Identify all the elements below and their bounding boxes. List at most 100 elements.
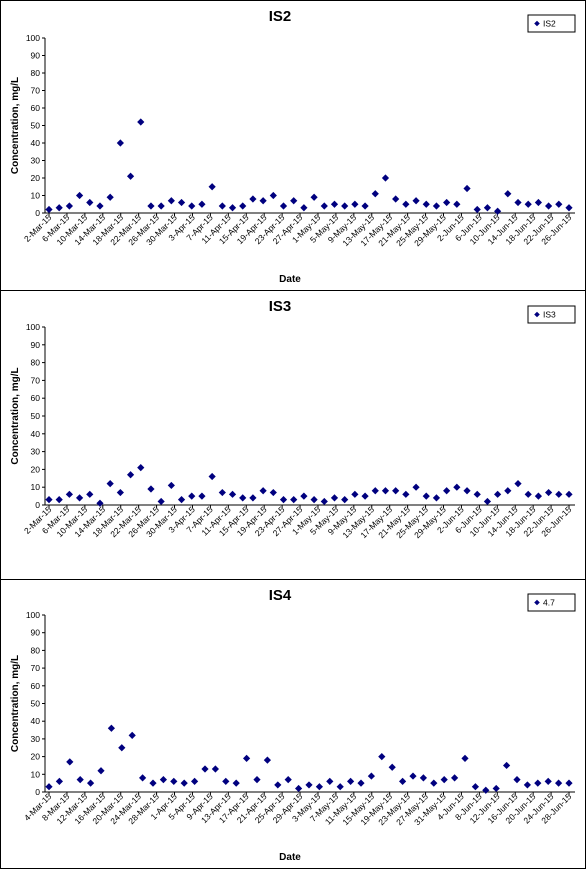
data-point [392,487,400,495]
data-point [565,204,573,212]
data-point [451,774,459,782]
data-point [198,200,206,208]
data-point [409,772,417,780]
data-point [310,193,318,201]
data-point [106,193,114,201]
data-point [523,781,531,789]
y-tick-label: 30 [31,447,41,457]
data-point [453,200,461,208]
data-point [118,744,126,752]
legend-marker [534,599,540,606]
chart-title: IS3 [269,298,292,315]
data-point [274,781,282,789]
data-point [320,202,328,210]
data-point [97,767,105,775]
data-point [473,205,481,214]
y-tick-label: 90 [31,340,41,350]
data-point [326,777,334,785]
data-point [555,200,563,208]
y-tick-label: 20 [31,464,41,474]
data-point [55,496,63,504]
y-axis-title: Concentration, mg/L [10,655,21,752]
data-point [371,190,379,198]
data-point [128,731,136,739]
data-point [483,497,492,506]
y-axis-title: Concentration, mg/L [10,77,21,174]
y-tick-label: 0 [35,208,40,218]
chart-is2: IS201020304050607080901002-Mar-156-Mar-1… [10,8,576,285]
data-point [545,488,553,497]
data-point [259,487,267,495]
data-point [170,777,178,785]
data-point [180,779,188,787]
data-point [381,174,390,182]
data-point [211,765,219,773]
data-point [361,492,369,500]
data-point [504,190,512,198]
data-point [461,754,469,762]
data-point [290,197,298,205]
data-point [76,776,84,784]
chart-panel-is2: IS2 0 10 20 30 40 50 60 70 80 90 100 2-Mar-15 6-Mar-1… [0,0,586,291]
y-tick-label: 100 [26,610,40,620]
x-axis-title: Date [279,852,301,863]
legend-box [527,14,576,33]
legend-box [527,593,576,612]
data-point [305,781,313,789]
y-axis-title: Concentration, mg/L [10,367,21,464]
data-point [208,472,216,481]
data-point [315,783,323,791]
data-point [218,488,226,497]
data-point [191,777,199,785]
data-point [198,492,206,500]
y-tick-label: 50 [31,411,41,421]
data-point [139,774,147,782]
y-tick-label: 10 [31,482,41,492]
data-point [116,139,124,147]
chart-is4: IS401020304050607080901004-Mar-158-Mar-1… [10,587,576,863]
data-point [336,783,344,791]
y-tick-label: 70 [31,86,41,96]
data-point [483,204,492,212]
y-tick-label: 0 [35,500,40,510]
data-point [453,483,461,491]
data-point [310,496,318,504]
data-point [341,496,349,504]
data-point [419,774,427,782]
data-point [422,200,430,208]
legend-label: IS3 [543,310,556,320]
data-point [239,202,247,210]
y-tick-label: 60 [31,103,41,113]
data-point [565,779,573,787]
data-point [300,204,308,212]
data-point [167,197,175,205]
data-point [482,786,490,794]
data-point [228,204,237,212]
chart-panel-is3: IS3 0 10 20 30 40 50 60 70 80 90 100 2-Mar-15 6-Mar-1… [0,290,586,581]
data-point [147,485,155,493]
data-point [463,184,471,193]
data-point [351,200,359,208]
data-point [513,776,521,784]
y-tick-label: 20 [31,173,41,183]
data-point [249,494,257,502]
data-point [65,490,73,498]
data-point [534,492,543,500]
data-point [188,492,196,500]
data-point [422,492,430,500]
y-tick-label: 0 [35,787,40,797]
data-point [269,488,277,497]
data-point [357,779,365,787]
data-point [147,202,155,210]
legend-label: IS2 [543,19,556,29]
data-point [300,492,308,500]
data-point [494,207,502,215]
y-tick-label: 70 [31,375,41,385]
data-point [259,197,267,205]
data-point [545,202,553,210]
data-point [412,197,420,205]
y-tick-label: 10 [31,769,41,779]
data-point [66,758,74,766]
data-point [253,776,261,784]
y-tick-label: 90 [31,628,41,638]
